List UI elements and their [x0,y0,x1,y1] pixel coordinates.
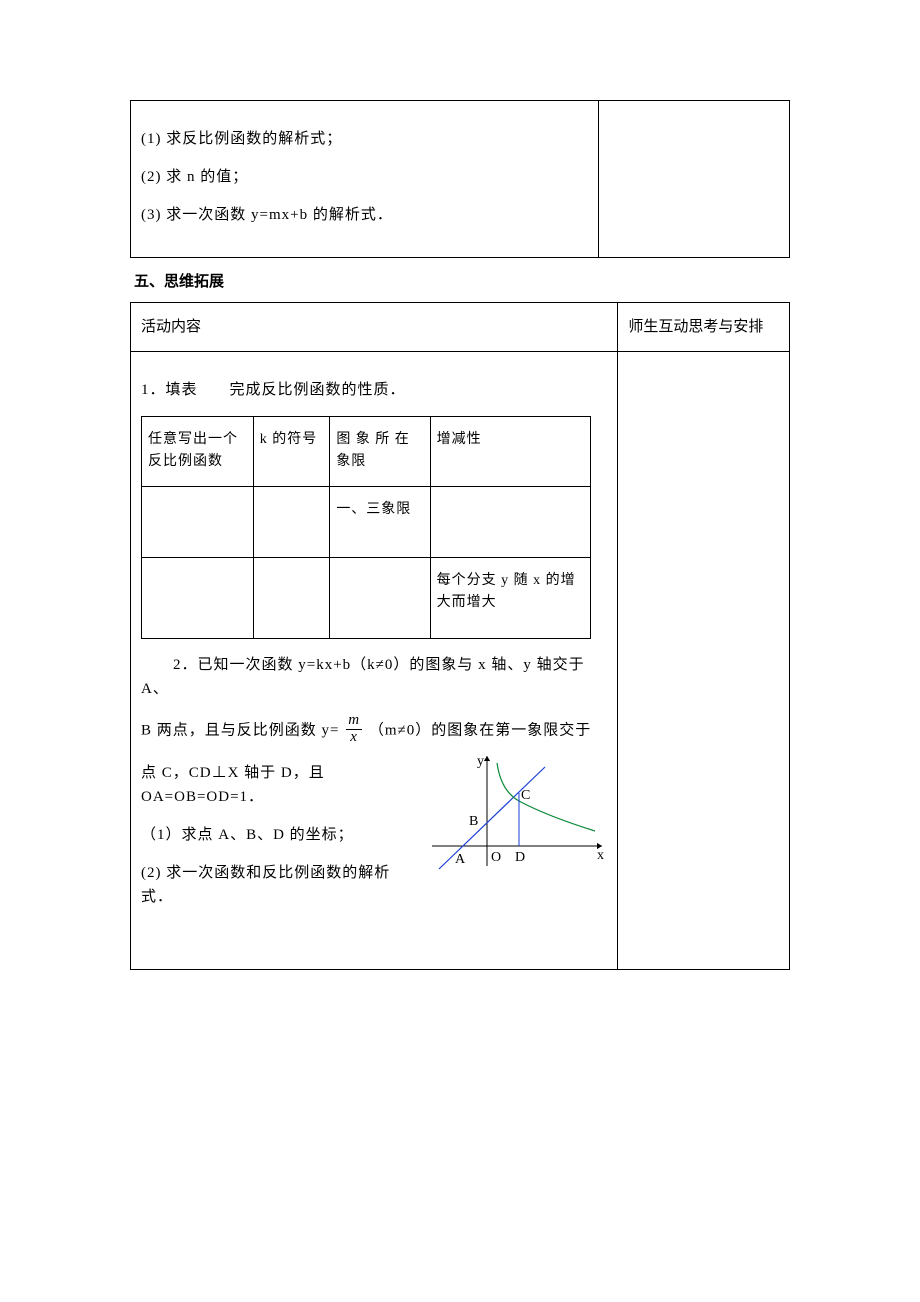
content-right [618,352,790,970]
svg-text:D: D [515,850,525,865]
r2c4: 每个分支 y 随 x 的增大而增大 [430,557,590,638]
r2c2 [253,557,330,638]
section-heading: 五、思维拓展 [134,270,790,294]
top-left-cell: (1) 求反比例函数的解析式； (2) 求 n 的值； (3) 求一次函数 y=… [131,101,599,258]
frac-den: x [346,730,362,746]
q2-line2-suffix: （m≠0）的图象在第一象限交于 [369,722,591,738]
properties-table: 任意写出一个反比例函数 k 的符号 图 象 所 在象限 增减性 一、三象限 [141,416,591,639]
r2c1 [142,557,254,638]
q-item-1: (1) 求反比例函数的解析式； [141,127,588,151]
r1c1 [142,486,254,557]
q2-line1: 2．已知一次函数 y=kx+b（k≠0）的图象与 x 轴、y 轴交于 A、 [141,653,607,701]
header-right: 师生互动思考与安排 [618,303,790,352]
r2c3 [330,557,430,638]
th-col1: 任意写出一个反比例函数 [142,417,254,487]
svg-text:C: C [521,788,530,803]
header-left: 活动内容 [131,303,618,352]
svg-text:A: A [455,852,466,867]
svg-text:y: y [477,754,484,769]
content-left: 1．填表 完成反比例函数的性质． 任意写出一个反比例函数 k 的符号 图 象 所… [131,352,618,970]
svg-text:B: B [469,814,478,829]
q-item-3: (3) 求一次函数 y=mx+b 的解析式． [141,203,588,227]
q2-line2: B 两点，且与反比例函数 y= m x （m≠0）的图象在第一象限交于 [141,715,607,748]
r1c4 [430,486,590,557]
q2-line3: 点 C，CD⊥X 轴于 D，且 OA=OB=OD=1． [141,761,401,809]
r1c3: 一、三象限 [330,486,430,557]
top-problem-box: (1) 求反比例函数的解析式； (2) 求 n 的值； (3) 求一次函数 y=… [130,100,790,258]
frac-num: m [346,713,362,730]
r1c2 [253,486,330,557]
q2-sub1: （1）求点 A、B、D 的坐标； [141,823,401,847]
q2-line2-prefix: B 两点，且与反比例函数 y= [141,722,339,738]
th-col3: 图 象 所 在象限 [330,417,430,487]
svg-text:x: x [597,848,604,863]
svg-text:O: O [491,850,501,865]
q1-intro: 1．填表 完成反比例函数的性质． [141,378,607,402]
graph-row: 点 C，CD⊥X 轴于 D，且 OA=OB=OD=1． （1）求点 A、B、D … [141,761,607,909]
q2-sub2: (2) 求一次函数和反比例函数的解析式． [141,861,401,909]
bottom-spacer [141,927,607,957]
top-right-cell [599,101,790,258]
th-col4: 增减性 [430,417,590,487]
coordinate-graph: x y O A B C D [427,751,607,889]
th-col2: k 的符号 [253,417,330,487]
main-activity-box: 活动内容 师生互动思考与安排 1．填表 完成反比例函数的性质． 任意写出一个反比… [130,302,790,970]
fraction-m-over-x: m x [346,713,362,746]
q-item-2: (2) 求 n 的值； [141,165,588,189]
